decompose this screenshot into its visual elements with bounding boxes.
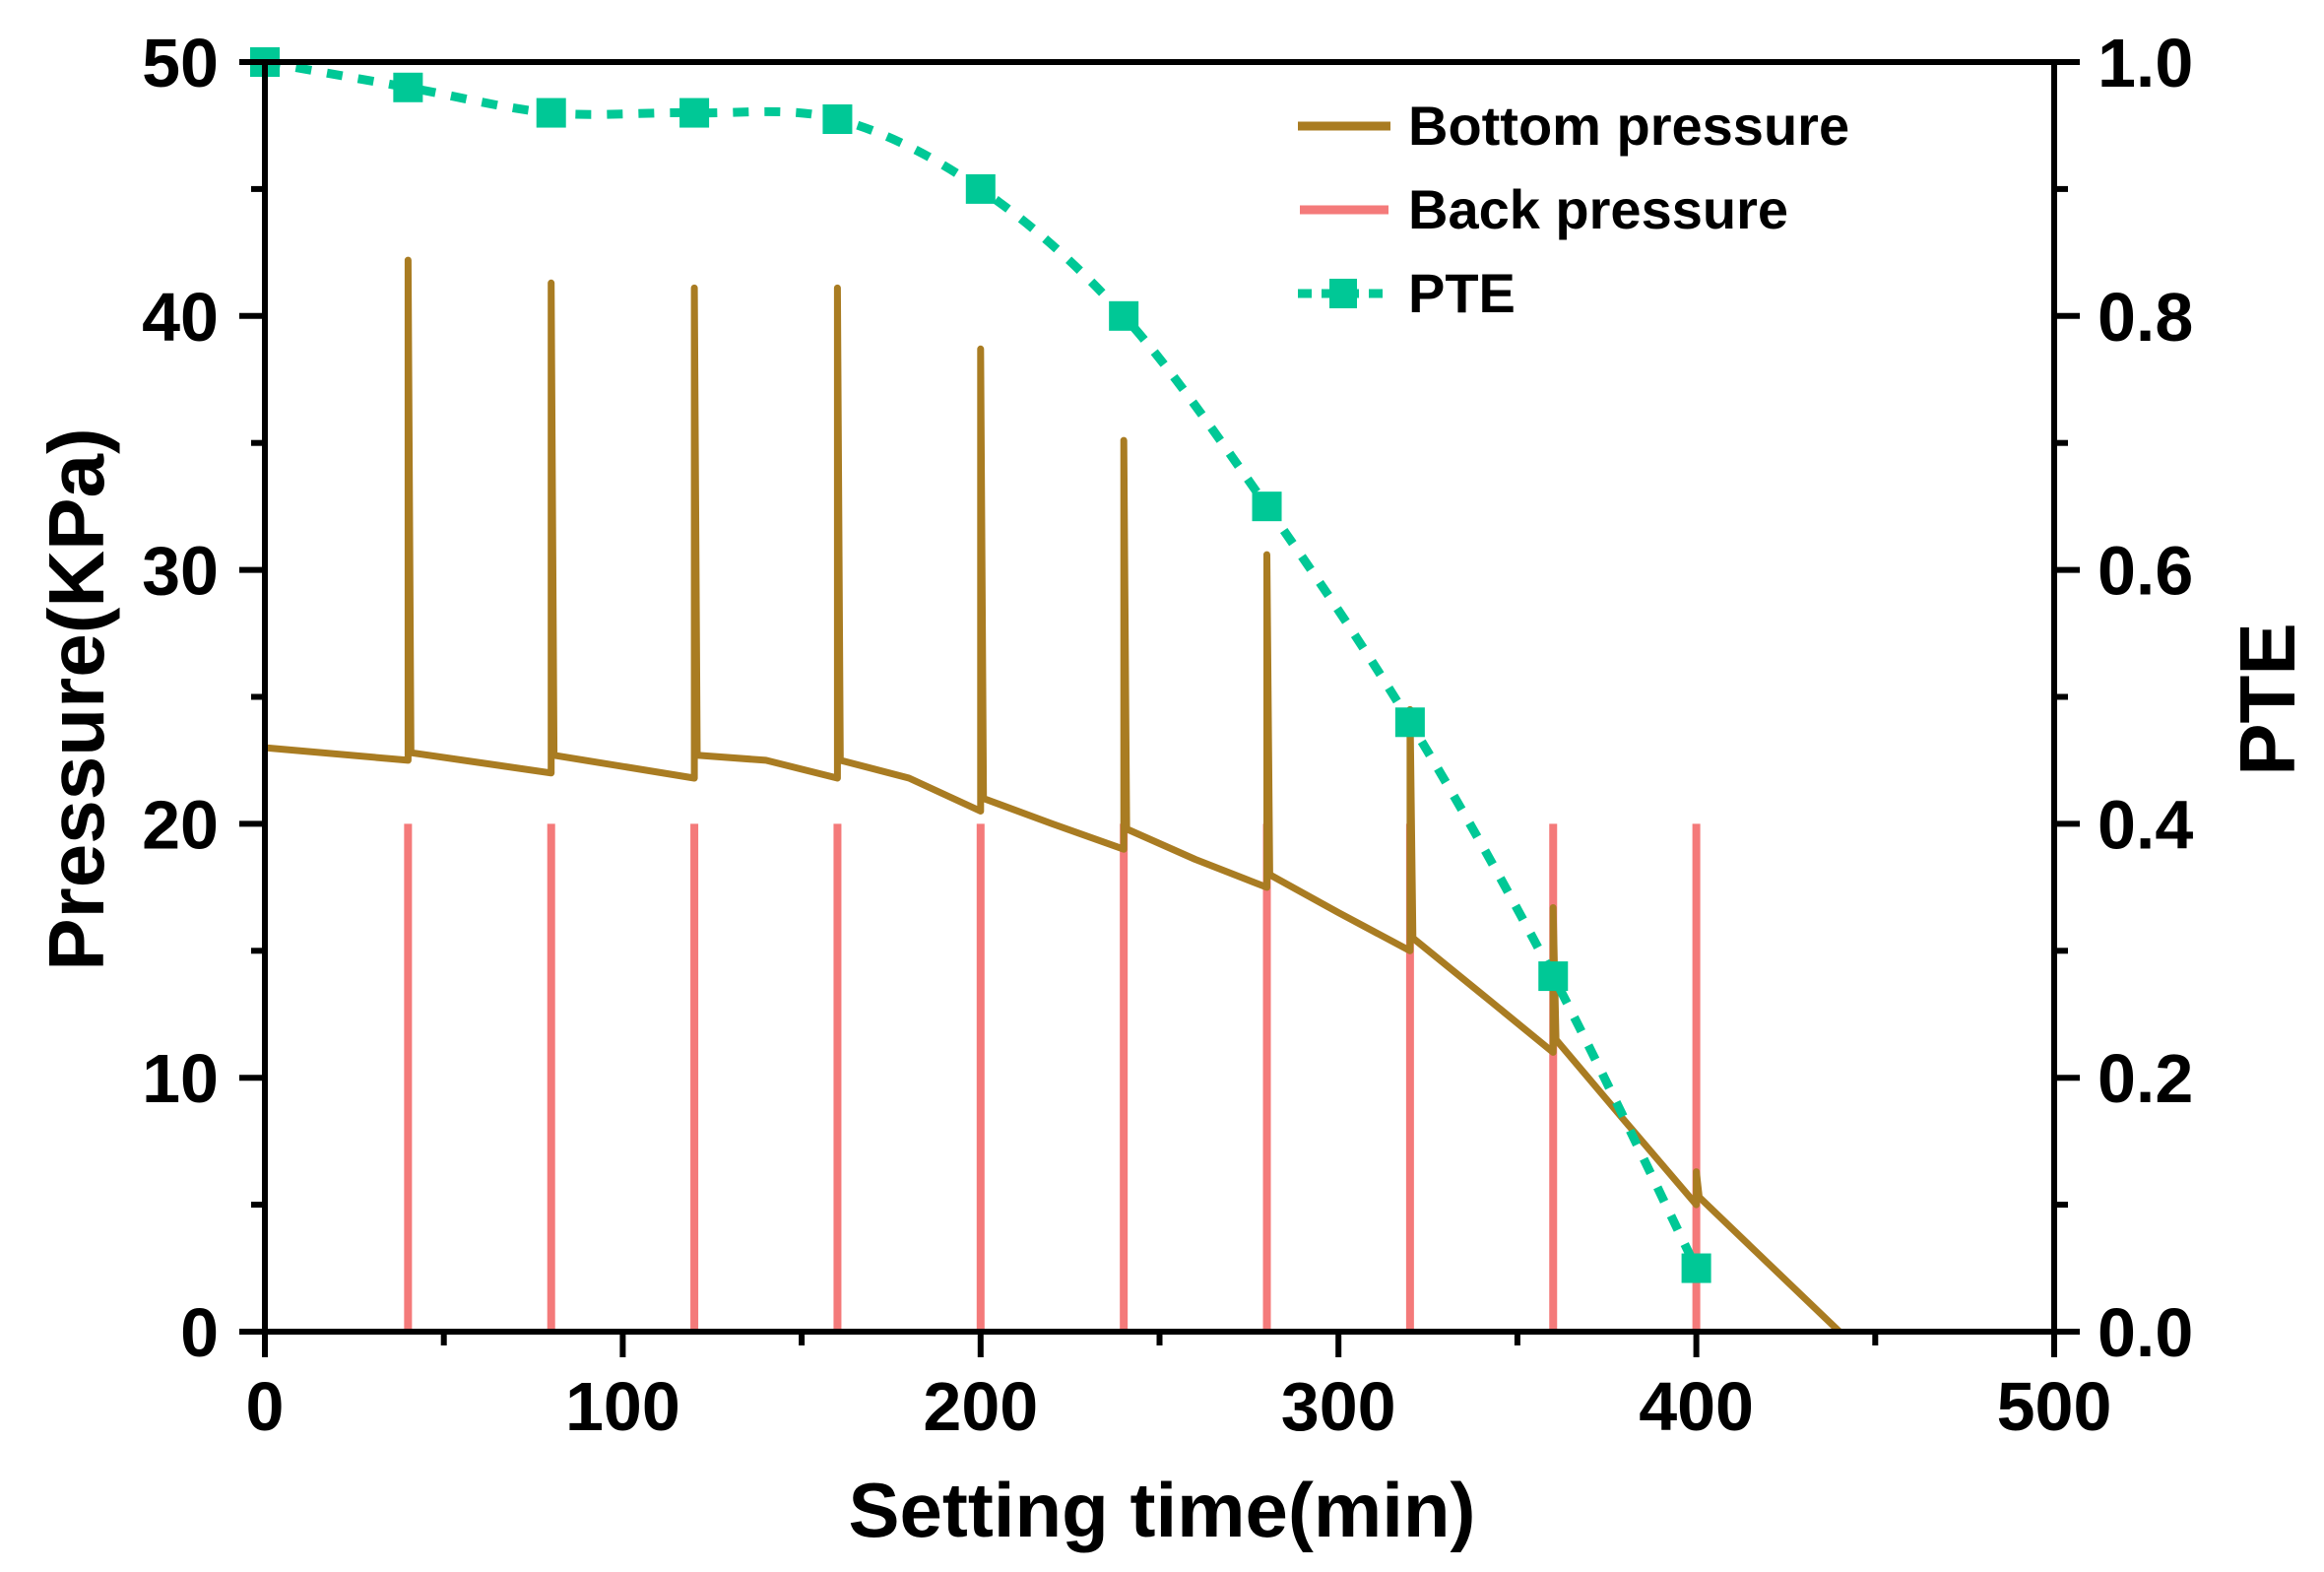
pte-marker [393,72,423,102]
x-tick-label: 400 [1639,1368,1754,1445]
y2-tick-label: 0.0 [2098,1294,2193,1371]
pte-marker [679,98,710,128]
y2-tick-label: 0.8 [2098,279,2193,356]
pte-marker [1109,300,1139,331]
y2-tick-label: 0.6 [2098,533,2193,610]
y2-tick-label: 0.2 [2098,1040,2193,1117]
plot-frame [262,59,2057,1335]
pte-marker [1394,707,1425,738]
axes [239,59,2080,1357]
pte-marker [822,104,853,135]
y-tick-label: 20 [142,786,219,863]
x-tick-label: 0 [246,1368,285,1445]
legend: Bottom pressure Back pressure PTE [1298,95,1849,324]
y2-axis-title: PTE [2224,622,2311,776]
pte-marker [1538,961,1569,992]
plot-marks [250,47,1842,1335]
legend-swatch-pte-marker [1329,279,1357,308]
bottom-pressure-line [264,256,1842,1335]
x-tick-label: 100 [565,1368,680,1445]
y-tick-label: 40 [142,279,219,356]
pte-marker [536,98,566,128]
x-axis-title: Setting time(min) [849,1467,1476,1553]
y-tick-label: 50 [142,25,219,101]
legend-label-back-pressure: Back pressure [1408,178,1788,240]
y2-tick-label: 0.4 [2098,786,2193,863]
y-tick-label: 10 [142,1040,219,1117]
x-tick-label: 500 [1997,1368,2112,1445]
x-tick-label: 300 [1281,1368,1396,1445]
legend-label-pte: PTE [1408,262,1516,324]
y2-tick-label: 1.0 [2098,25,2193,101]
pte-marker [1681,1253,1711,1283]
y-tick-label: 0 [180,1294,219,1371]
y-tick-label: 30 [142,533,219,610]
pte-line [264,57,1701,1271]
legend-label-bottom-pressure: Bottom pressure [1408,95,1849,157]
tick-labels: 0 100 200 300 400 500 0 10 20 30 40 50 0.0 0.2 0.4 0.6 0… [142,25,2193,1445]
pte-marker [1252,491,1282,522]
y-axis-title: Pressure(KPa) [32,427,120,970]
x-tick-label: 200 [923,1368,1038,1445]
pte-marker [965,173,996,204]
